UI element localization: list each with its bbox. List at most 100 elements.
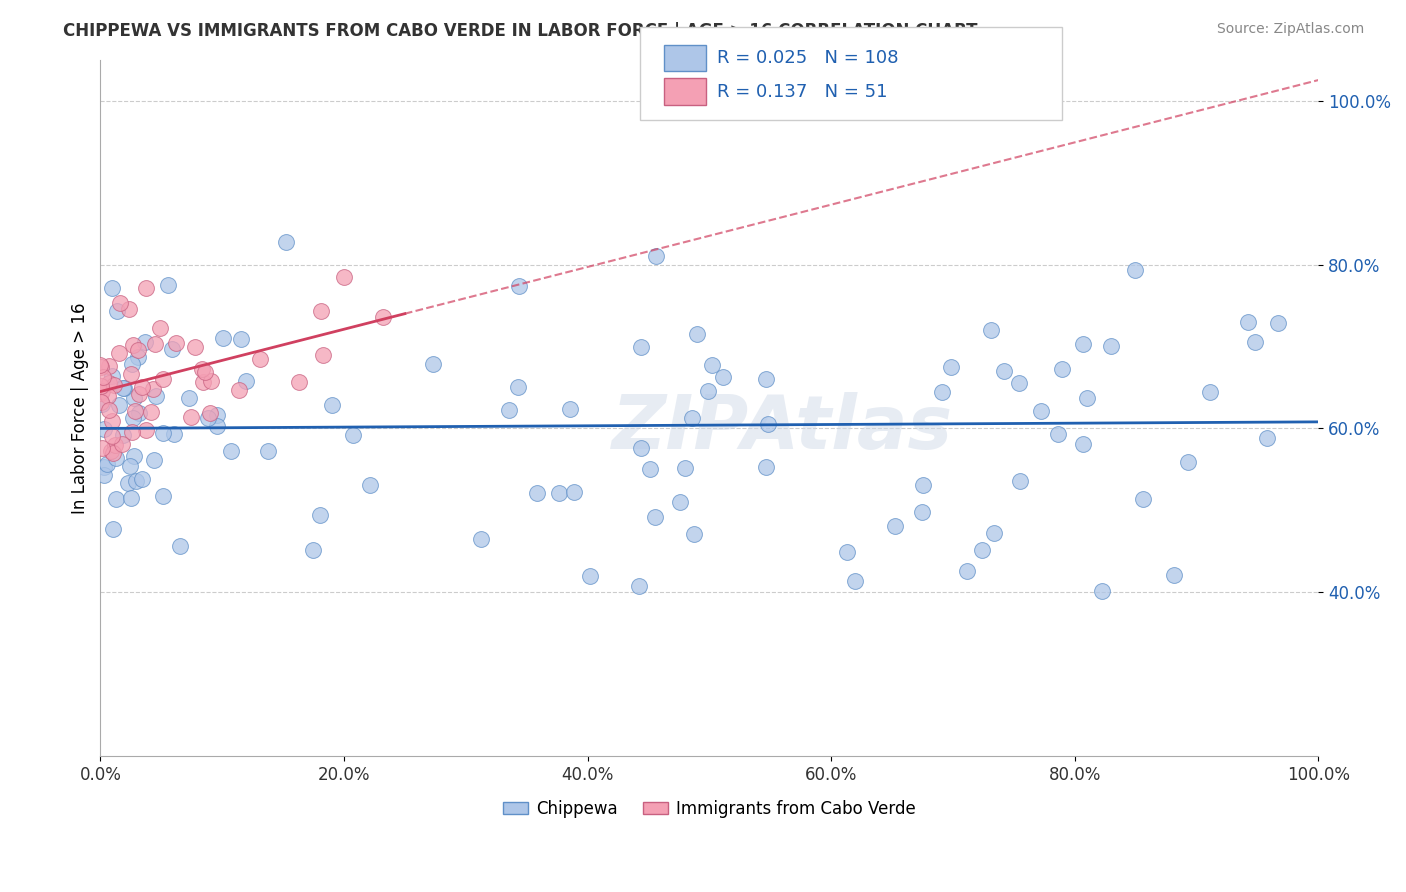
Point — [342, 427, 364, 442]
Point — [844, 574, 866, 588]
Point — [198, 407, 221, 421]
Point — [127, 350, 149, 364]
Point — [312, 348, 335, 362]
Point — [152, 489, 174, 503]
Point — [149, 321, 172, 335]
Point — [143, 336, 166, 351]
Point — [101, 523, 124, 537]
Point — [1177, 455, 1199, 469]
Point — [105, 450, 128, 465]
Point — [547, 485, 569, 500]
Point — [156, 277, 179, 292]
Point — [112, 381, 135, 395]
Point — [228, 383, 250, 397]
Point — [89, 358, 111, 372]
Point — [686, 326, 709, 341]
Point — [100, 444, 122, 458]
Point — [110, 296, 132, 310]
Point — [257, 443, 280, 458]
Point — [835, 545, 858, 559]
Point — [941, 359, 963, 374]
Point — [118, 458, 141, 473]
Point — [1237, 315, 1260, 329]
Point — [145, 389, 167, 403]
Point — [111, 437, 134, 451]
Point — [134, 334, 156, 349]
Point — [128, 387, 150, 401]
Point — [309, 303, 332, 318]
Point — [124, 403, 146, 417]
Point — [101, 414, 124, 428]
Point — [122, 338, 145, 352]
Point — [755, 372, 778, 386]
Point — [128, 406, 150, 420]
Point — [371, 310, 394, 325]
Point — [205, 419, 228, 434]
Point — [90, 395, 112, 409]
Point — [107, 345, 129, 359]
Text: ZIPAtlas: ZIPAtlas — [612, 392, 953, 466]
Legend: Chippewa, Immigrants from Cabo Verde: Chippewa, Immigrants from Cabo Verde — [496, 793, 922, 824]
Point — [1046, 427, 1069, 442]
Point — [131, 379, 153, 393]
Point — [105, 304, 128, 318]
Point — [1132, 491, 1154, 506]
Point — [980, 323, 1002, 337]
Point — [578, 569, 600, 583]
Point — [117, 476, 139, 491]
Point — [97, 376, 120, 390]
Point — [249, 351, 271, 366]
Point — [103, 438, 125, 452]
Point — [160, 342, 183, 356]
Point — [112, 427, 135, 442]
Point — [288, 376, 311, 390]
Point — [470, 532, 492, 546]
Point — [302, 543, 325, 558]
Point — [884, 519, 907, 533]
Point — [125, 475, 148, 489]
Point — [135, 281, 157, 295]
Point — [96, 457, 118, 471]
Point — [91, 384, 114, 399]
Point — [321, 398, 343, 412]
Point — [169, 539, 191, 553]
Point — [931, 385, 953, 400]
Point — [207, 408, 229, 422]
Point — [1091, 584, 1114, 599]
Point — [508, 278, 530, 293]
Point — [165, 336, 187, 351]
Point — [120, 368, 142, 382]
Point — [970, 542, 993, 557]
Point — [121, 357, 143, 371]
Point — [194, 365, 217, 379]
Point — [118, 301, 141, 316]
Point — [91, 369, 114, 384]
Point — [645, 249, 668, 263]
Point — [630, 441, 652, 455]
Point — [681, 411, 703, 425]
Point — [135, 423, 157, 437]
Point — [756, 417, 779, 431]
Text: Source: ZipAtlas.com: Source: ZipAtlas.com — [1216, 22, 1364, 37]
Point — [422, 358, 444, 372]
Point — [912, 478, 935, 492]
Point — [90, 359, 112, 374]
Point — [93, 468, 115, 483]
Point — [163, 427, 186, 442]
Point — [127, 343, 149, 357]
Point — [644, 510, 666, 524]
Point — [1031, 404, 1053, 418]
Point — [1199, 384, 1222, 399]
Point — [755, 460, 778, 475]
Point — [1243, 334, 1265, 349]
Point — [235, 374, 257, 388]
Point — [219, 444, 242, 458]
Point — [1076, 392, 1098, 406]
Point — [100, 369, 122, 384]
Point — [359, 478, 381, 492]
Point — [184, 341, 207, 355]
Point — [700, 358, 723, 372]
Point — [101, 428, 124, 442]
Point — [1071, 437, 1094, 451]
Point — [526, 486, 548, 500]
